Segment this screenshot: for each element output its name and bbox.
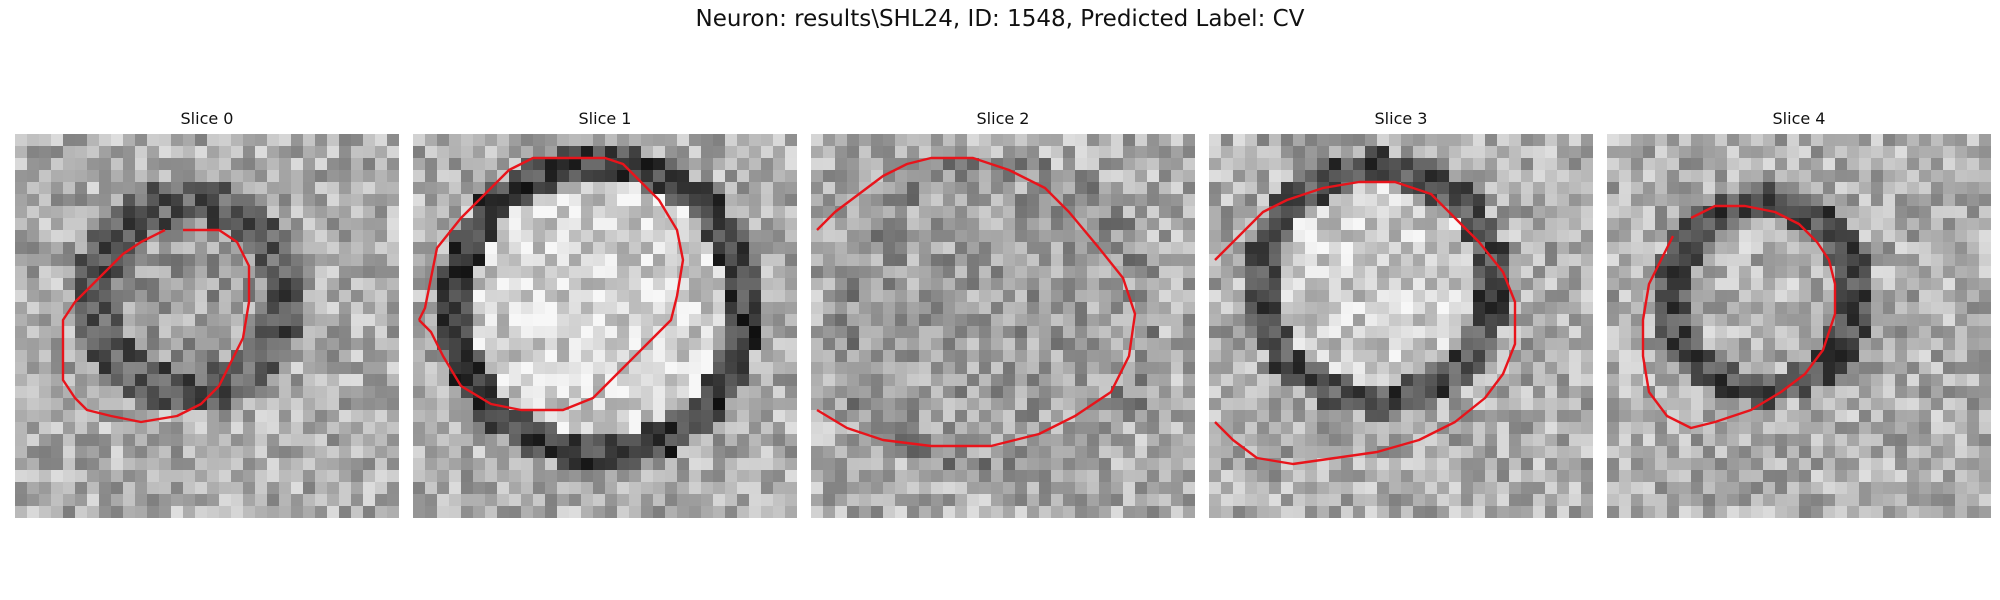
slice-panel-4: Slice 4	[1607, 108, 1991, 518]
slice-panel-2: Slice 2	[811, 108, 1195, 518]
slice-image-3	[1209, 134, 1593, 518]
slice-title-3: Slice 3	[1374, 109, 1428, 128]
contour-outline-0	[61, 228, 251, 424]
slice-title-2: Slice 2	[976, 109, 1030, 128]
figure-title: Neuron: results\SHL24, ID: 1548, Predict…	[695, 6, 1305, 32]
slice-panel-1: Slice 1	[413, 108, 797, 518]
contour-outline-4	[1641, 204, 1837, 430]
contour-outline-1	[417, 156, 685, 412]
slice-image-0	[15, 134, 399, 518]
contour-outline-3	[1214, 180, 1517, 466]
slice-panel-3: Slice 3	[1209, 108, 1593, 518]
contour-outline-2	[816, 156, 1137, 448]
slice-title-0: Slice 0	[180, 109, 234, 128]
slice-image-4	[1607, 134, 1991, 518]
slice-panel-0: Slice 0	[15, 108, 399, 518]
slice-title-1: Slice 1	[578, 109, 632, 128]
slice-image-1	[413, 134, 797, 518]
slice-image-2	[811, 134, 1195, 518]
slice-title-4: Slice 4	[1772, 109, 1826, 128]
